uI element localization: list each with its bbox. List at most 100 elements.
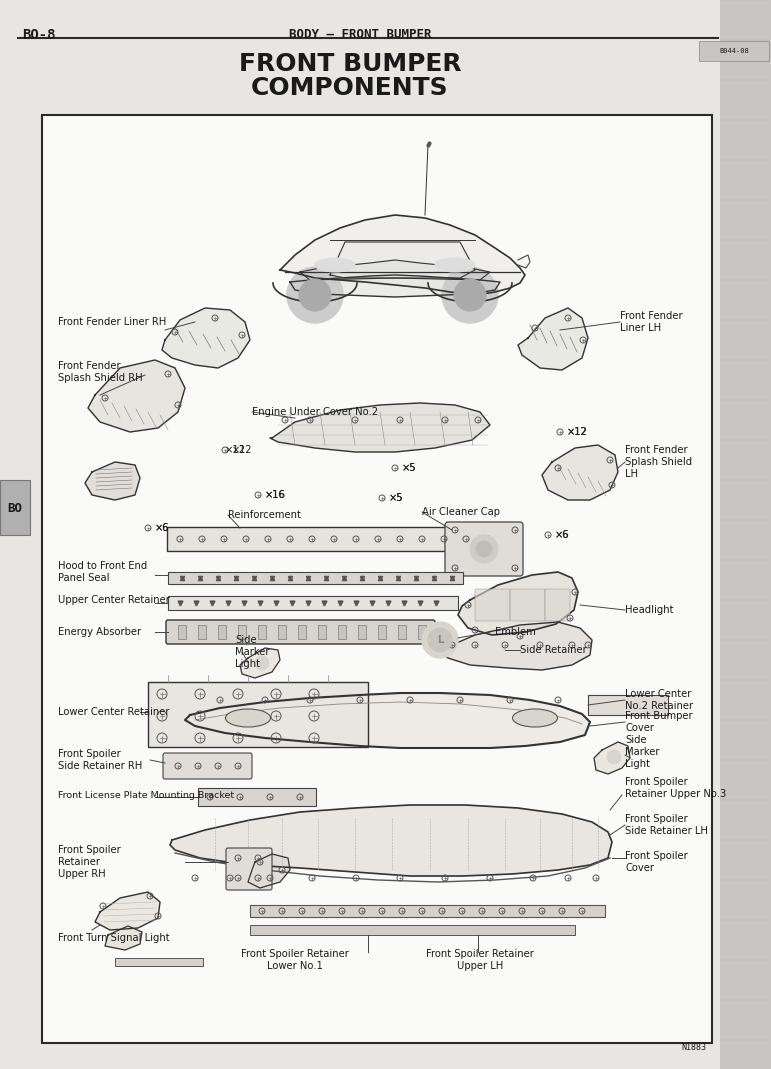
Bar (318, 625, 326, 639)
Polygon shape (300, 260, 490, 280)
Ellipse shape (513, 709, 557, 727)
Bar (378, 625, 386, 639)
FancyBboxPatch shape (226, 848, 272, 890)
Bar (588, 695, 668, 715)
Polygon shape (240, 648, 280, 678)
Text: Air Cleaner Cap: Air Cleaner Cap (422, 507, 500, 517)
Bar (42, 115, 712, 1043)
Ellipse shape (225, 709, 271, 727)
Circle shape (422, 622, 458, 659)
Text: Front Fender
Liner LH: Front Fender Liner LH (620, 311, 682, 334)
Text: Emblem: Emblem (495, 628, 536, 637)
FancyBboxPatch shape (545, 589, 570, 621)
Text: Front Spoiler
Retainer Upper No.3: Front Spoiler Retainer Upper No.3 (625, 777, 726, 800)
Text: Side
Marker
Light: Side Marker Light (235, 635, 270, 669)
FancyBboxPatch shape (167, 527, 499, 551)
Polygon shape (95, 892, 160, 930)
Polygon shape (290, 275, 500, 297)
Bar (168, 572, 463, 584)
Text: Side
Marker
Light: Side Marker Light (625, 734, 659, 770)
Text: Front License Plate Mounting Bracket: Front License Plate Mounting Bracket (58, 790, 234, 800)
Circle shape (607, 750, 621, 764)
Text: ×12: ×12 (567, 427, 588, 437)
Ellipse shape (435, 258, 475, 272)
Bar (720, 0, 771, 1069)
Text: Front Fender Liner RH: Front Fender Liner RH (58, 317, 167, 327)
Text: Front Spoiler
Side Retainer RH: Front Spoiler Side Retainer RH (58, 748, 143, 771)
Bar (338, 625, 346, 639)
Text: Energy Absorber: Energy Absorber (58, 628, 141, 637)
Polygon shape (88, 360, 185, 432)
Bar (238, 625, 246, 639)
FancyBboxPatch shape (699, 41, 769, 61)
Text: BO-8: BO-8 (22, 28, 56, 42)
Bar (168, 597, 458, 610)
FancyBboxPatch shape (510, 589, 545, 621)
Bar (115, 958, 203, 966)
Bar (148, 682, 368, 747)
Text: Front Spoiler
Cover: Front Spoiler Cover (625, 851, 688, 873)
Polygon shape (518, 308, 588, 370)
Text: Lower Center
No.2 Retainer: Lower Center No.2 Retainer (625, 688, 693, 711)
Text: Front Spoiler
Side Retainer LH: Front Spoiler Side Retainer LH (625, 814, 708, 836)
Circle shape (287, 267, 343, 323)
Text: ×6: ×6 (155, 523, 170, 533)
Polygon shape (542, 445, 618, 500)
Bar (298, 625, 306, 639)
Text: Front Spoiler Retainer
Upper LH: Front Spoiler Retainer Upper LH (426, 949, 534, 972)
Text: ×12: ×12 (225, 445, 246, 455)
Ellipse shape (315, 258, 355, 272)
Polygon shape (330, 242, 475, 278)
Polygon shape (458, 572, 578, 635)
Polygon shape (440, 622, 592, 670)
Text: ×6: ×6 (555, 530, 569, 540)
Polygon shape (162, 308, 250, 368)
FancyBboxPatch shape (445, 522, 523, 576)
FancyBboxPatch shape (475, 589, 510, 621)
Polygon shape (594, 742, 630, 774)
Circle shape (454, 279, 486, 311)
FancyBboxPatch shape (163, 753, 252, 779)
Text: ×5: ×5 (389, 493, 404, 503)
Bar (358, 625, 366, 639)
Text: ×16: ×16 (265, 490, 285, 500)
Circle shape (428, 628, 452, 652)
Circle shape (470, 534, 498, 563)
Polygon shape (105, 926, 142, 950)
Bar (198, 788, 316, 806)
Text: ×12: ×12 (232, 445, 252, 455)
Text: Front Spoiler
Retainer
Upper RH: Front Spoiler Retainer Upper RH (58, 845, 121, 880)
Text: ×5: ×5 (402, 463, 416, 472)
Text: ×6: ×6 (555, 530, 570, 540)
Polygon shape (248, 854, 290, 888)
FancyBboxPatch shape (166, 620, 435, 644)
Bar (258, 625, 266, 639)
Text: BO: BO (8, 501, 22, 514)
Text: Hood to Front End
Panel Seal: Hood to Front End Panel Seal (58, 561, 147, 584)
Text: Headlight: Headlight (625, 605, 674, 615)
Polygon shape (170, 805, 612, 876)
Text: ×16: ×16 (265, 490, 286, 500)
Text: COMPONENTS: COMPONENTS (251, 76, 449, 100)
Text: Lower Center Retainer: Lower Center Retainer (58, 707, 170, 717)
Text: Front Fender
Splash Shield RH: Front Fender Splash Shield RH (58, 361, 143, 383)
Text: ×5: ×5 (402, 463, 417, 472)
Text: Side Retainer: Side Retainer (520, 645, 587, 655)
Circle shape (255, 656, 269, 670)
Bar (398, 625, 406, 639)
Bar (278, 625, 286, 639)
Circle shape (442, 267, 498, 323)
Text: ×5: ×5 (389, 493, 403, 503)
Text: L: L (437, 635, 443, 645)
Bar (250, 905, 605, 917)
Text: Reinforcement: Reinforcement (228, 510, 301, 520)
Text: Front Fender
Splash Shield
LH: Front Fender Splash Shield LH (625, 445, 692, 479)
Bar (178, 625, 186, 639)
Bar (218, 625, 226, 639)
Text: FRONT BUMPER: FRONT BUMPER (239, 52, 461, 76)
Text: Front Turn Signal Light: Front Turn Signal Light (58, 933, 170, 943)
FancyBboxPatch shape (0, 480, 30, 534)
Text: Upper Center Retainer: Upper Center Retainer (58, 595, 170, 605)
Text: N1883: N1883 (681, 1043, 706, 1052)
Polygon shape (85, 462, 140, 500)
